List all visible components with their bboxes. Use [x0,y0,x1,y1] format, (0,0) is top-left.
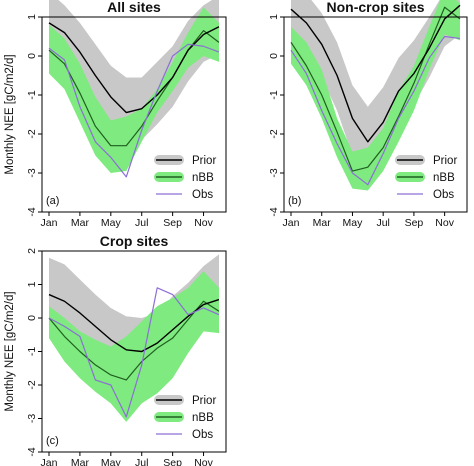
legend-label-nbb: nBB [433,172,455,184]
y-tick-label: 0 [26,53,38,59]
line-obs [290,35,461,186]
y-tick-label: -2 [268,129,280,138]
line-series-3 [48,300,220,381]
x-tick-label: Sep [405,217,424,229]
x-tick-label: May [343,217,364,229]
panel-tag: (a) [46,195,59,207]
y-tick-label: -2 [26,129,38,138]
legend-label-prior: Prior [433,155,457,167]
chart-title: Non-crop sites [326,0,424,15]
x-tick-label: Mar [71,217,90,229]
band-prior [291,0,460,175]
y-tick-label: 1 [268,14,280,20]
x-tick-label: Nov [194,217,213,229]
x-tick-label: Jan [283,217,300,229]
x-tick-label: May [101,217,122,229]
x-tick-label: Sep [163,217,182,229]
y-tick-label: -3 [268,168,280,177]
line-prior [48,293,220,353]
panel-tag: (c) [46,435,59,447]
x-tick-label: Mar [313,217,332,229]
plot-frame [41,16,227,213]
y-tick-label: -1 [26,347,38,356]
band-nbb [49,271,219,422]
line-prior [290,4,461,143]
y-tick-label: -1 [26,90,38,99]
legend-label-obs: Obs [433,189,454,201]
band-nbb [291,0,460,191]
plot-frame [283,16,468,213]
y-tick-label: 1 [26,281,38,287]
legend-label-prior: Prior [192,395,216,407]
line-obs [48,43,220,178]
y-tick-label: -3 [26,168,38,177]
legend-label-obs: Obs [192,429,213,441]
x-tick-label: Nov [194,457,213,466]
chart-title: Crop sites [100,233,169,249]
y-tick-label: 2 [26,248,38,254]
line-prior [48,22,220,114]
y-tick-label: -4 [26,207,38,216]
x-tick-label: Jul [135,217,148,229]
y-tick-label: 1 [26,14,38,20]
chart-title: All sites [107,0,161,15]
legend-label-obs: Obs [192,189,213,201]
panel-tag: (b) [288,195,301,207]
y-tick-label: -2 [26,380,38,389]
y-tick-label: -3 [26,414,38,423]
x-tick-label: Sep [163,457,182,466]
x-tick-label: Nov [435,217,454,229]
legend-label-nbb: nBB [192,172,214,184]
x-tick-label: Jan [41,217,58,229]
x-tick-label: Mar [71,457,90,466]
y-tick-label: 0 [26,315,38,321]
y-tick-label: -4 [268,207,280,216]
y-tick-label: 0 [268,53,280,59]
legend-label-prior: Prior [192,155,216,167]
y-axis-title: Monthly NEE [gC/m2/d] [4,54,16,174]
x-tick-label: May [101,457,122,466]
y-tick-label: -1 [268,90,280,99]
x-tick-label: Jul [376,217,389,229]
x-tick-label: Jul [135,457,148,466]
x-tick-label: Jan [41,457,58,466]
y-axis-title: Monthly NEE [gC/m2/d] [4,291,16,411]
legend-label-nbb: nBB [192,412,214,424]
y-tick-label: -4 [26,447,38,456]
line-obs [48,287,220,418]
line-series-3 [290,6,461,172]
